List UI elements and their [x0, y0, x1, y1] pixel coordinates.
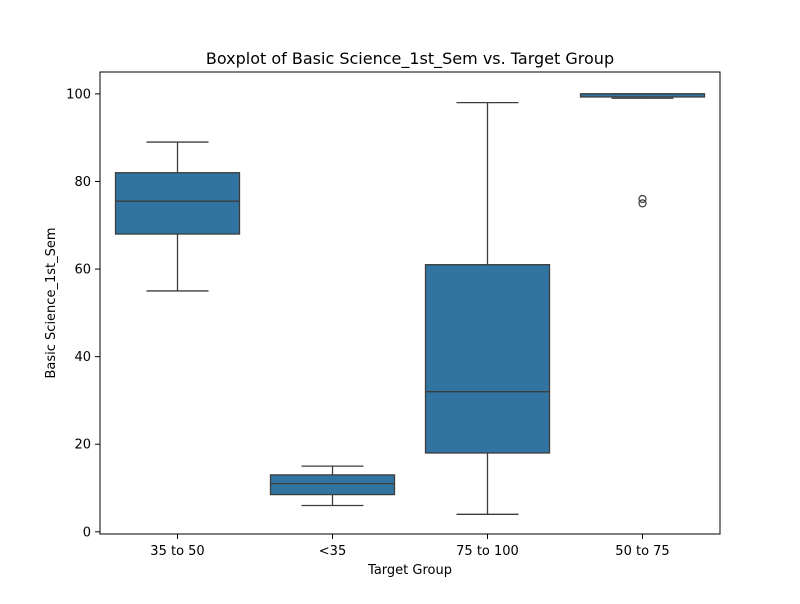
box-group — [269, 465, 396, 507]
x-tick-label: 50 to 75 — [615, 544, 669, 559]
y-axis-label: Basic Science_1st_Sem — [44, 228, 59, 379]
x-axis-label: Target Group — [367, 563, 452, 578]
y-tick-label: 80 — [74, 175, 91, 190]
outlier-point — [638, 199, 647, 208]
x-tick-label: <35 — [319, 544, 346, 559]
box — [424, 264, 551, 454]
y-tick-label: 20 — [74, 438, 91, 453]
box-group — [114, 141, 241, 292]
y-tick-label: 60 — [74, 263, 91, 278]
box-group — [579, 93, 706, 208]
box — [114, 172, 241, 235]
x-tick-label: 75 to 100 — [456, 544, 519, 559]
x-tick-label: 35 to 50 — [150, 544, 204, 559]
box-group — [424, 102, 551, 515]
y-axis: 0 20 40 60 80 100 — [66, 87, 100, 540]
outlier-point — [638, 194, 647, 204]
x-axis: 35 to 50 <35 75 to 100 50 to 75 — [150, 534, 670, 559]
y-tick-label: 0 — [83, 525, 91, 540]
box — [269, 474, 396, 496]
y-tick-label: 100 — [66, 87, 91, 102]
chart-title: Boxplot of Basic Science_1st_Sem vs. Tar… — [206, 49, 614, 69]
plot-frame — [99, 71, 721, 535]
y-tick-label: 40 — [74, 350, 91, 365]
boxes-layer — [114, 93, 706, 515]
